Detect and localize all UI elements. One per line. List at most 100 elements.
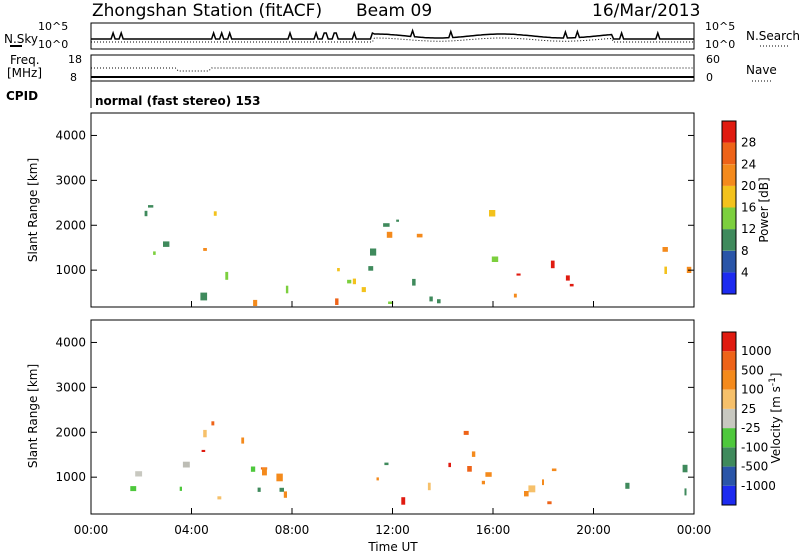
noise-panel: 10^5 10^0 10^5 10^0 N.Sky N.Search [4,20,800,51]
colorbar-swatch [722,408,736,429]
nsearch-label: N.Search [746,29,800,43]
colorbar-swatch [722,272,736,294]
frequency-line [91,67,694,72]
freq-panel: 18 8 60 0 Freq. [MHz] Nave [7,53,777,84]
noise-tick-top-right: 10^5 [705,20,735,33]
cpid-value: normal (fast stereo) 153 [95,94,261,108]
scatter-cell [388,301,394,304]
colorbar-tick: 20 [741,179,756,193]
nave-label: Nave [746,63,777,77]
scatter-cell [213,211,217,216]
scatter-cell [384,462,389,466]
colorbar-swatch [722,164,736,186]
y-tick-label: 1000 [55,470,86,484]
scatter-cell [257,487,261,492]
scatter-cell [370,248,377,256]
scatter-cell [279,487,284,492]
scatter-cell [489,210,496,217]
date-title: 16/Mar/2013 [592,1,700,21]
scatter-cell [664,266,667,274]
colorbar-frame [721,120,737,295]
x-tick-label: 16:00 [476,523,511,537]
scatter-cell [416,233,423,238]
scatter-cell [250,466,256,472]
scatter-cell [467,466,472,472]
y-tick-label: 4000 [55,335,86,349]
power-panel: Slant Range [km] 1000 2000 3000 4000 [26,112,695,308]
colorbar-tick: 500 [741,363,764,377]
colorbar-tick: 16 [741,201,756,215]
noise-sky-line [91,28,694,40]
station-title: Zhongshan Station (fitACF) [92,1,322,21]
scatter-cell [481,480,485,485]
scatter-cell [401,497,406,505]
beam-title: Beam 09 [356,1,432,21]
colorbar-swatch [722,250,736,273]
noise-tick-bottom-left: 10^0 [38,38,68,51]
scatter-cell [551,468,557,472]
scatter-cell [383,223,390,227]
x-tick-label: 12:00 [375,523,410,537]
colorbar-swatch [722,207,736,230]
y-tick-label: 2000 [55,425,86,439]
noise-search-line [91,37,694,43]
scatter-cell [262,467,267,476]
nave-tick-bottom: 0 [706,71,713,84]
scatter-cell [542,479,544,486]
colorbar-swatch [722,142,736,165]
x-tick-label: 00:00 [677,523,712,537]
scatter-cell [283,491,287,498]
power-scatter [144,205,692,306]
scatter-cell [547,501,552,505]
scatter-cell [682,464,688,473]
scatter-cell [217,496,222,500]
scatter-cell [182,461,190,468]
scatter-cell [335,298,339,305]
scatter-cell [376,477,379,481]
y-tick-label: 4000 [55,128,86,142]
x-tick-label: 04:00 [174,523,209,537]
scatter-cell [203,248,207,251]
freq-tick-bottom: 8 [70,71,77,84]
scatter-cell [276,473,283,482]
power-ylabel: Slant Range [km] [26,158,40,262]
colorbar-tick: -100 [741,440,768,454]
scatter-cell [662,247,668,252]
velocity-colorbar: Velocity [m s-1] 1000 500 100 25 -25 -100 -500… [721,331,783,506]
time-axis: 00:00 04:00 08:00 12:00 16:00 20:00 00:00 [74,301,712,537]
colorbar-swatch [722,351,736,371]
scatter-cell [201,449,206,452]
colorbar-swatch [722,485,736,505]
x-tick-label: 00:00 [74,523,109,537]
scatter-cell [285,285,289,294]
colorbar-tick: 24 [741,157,756,171]
scatter-cell [153,251,156,255]
scatter-cell [130,486,137,492]
scatter-cell [684,488,687,496]
nave-tick-top: 60 [706,53,720,66]
colorbar-tick: -500 [741,460,768,474]
colorbar-tick: -25 [741,421,761,435]
colorbar-swatch [722,370,736,390]
scatter-cell [203,429,207,438]
y-tick-label: 1000 [55,263,86,277]
colorbar-tick: -1000 [741,479,776,493]
scatter-cell [528,485,536,493]
scatter-cell [471,451,476,457]
noise-tick-top-left: 10^5 [38,20,68,33]
scatter-cell [427,482,431,491]
colorbar-tick: 4 [741,265,749,279]
scatter-cell [565,275,570,281]
y-tick-label: 2000 [55,218,86,232]
scatter-cell [513,293,517,298]
colorbar-tick: 25 [741,402,756,416]
velocity-panel: Slant Range [km] 1000 2000 3000 4000 [26,319,695,515]
power-colorbar: Power [dB] 4 8 12 16 20 24 28 [721,120,771,295]
time-axis-label: Time UT [367,540,418,554]
y-tick-label: 3000 [55,173,86,187]
scatter-cell [253,299,258,306]
colorbar-tick: 28 [741,136,756,150]
scatter-cell [148,205,154,208]
scatter-cell [241,437,245,444]
